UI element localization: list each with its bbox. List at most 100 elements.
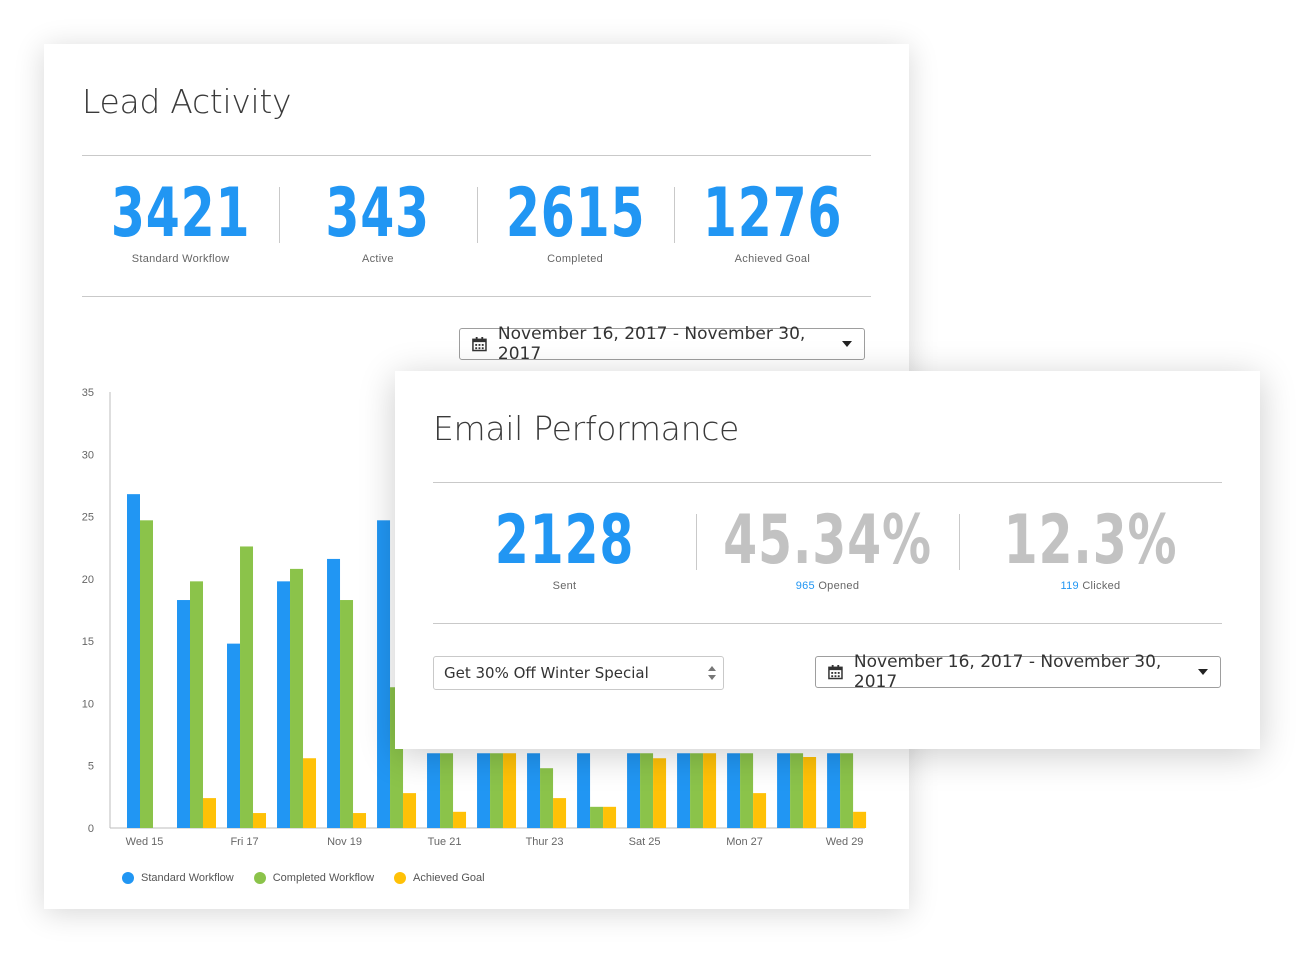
x-tick-label: Mon 27 <box>726 836 763 848</box>
stat-sent: 2128 Sent <box>433 501 696 593</box>
date-range-text: November 16, 2017 - November 30, 2017 <box>853 652 1162 692</box>
email-stats: 2128 Sent 45.34% 965 Opened 12.3% 119 Cl… <box>433 501 1222 593</box>
x-tick-label: Fri 17 <box>230 836 258 848</box>
stat-value: 343 <box>325 174 431 253</box>
chart-bar <box>840 753 854 828</box>
chart-bar <box>803 756 817 828</box>
chart-bar <box>777 753 791 828</box>
chart-bar <box>540 768 554 828</box>
select-arrows-icon <box>708 666 716 680</box>
email-performance-title: Email Performance <box>433 409 740 448</box>
y-tick-label: 10 <box>82 698 94 710</box>
chart-bar <box>203 798 217 828</box>
x-tick-label: Nov 19 <box>327 836 362 848</box>
campaign-select[interactable]: Get 30% Off Winter Special <box>433 656 724 690</box>
chart-bar <box>403 793 417 828</box>
legend-dot <box>122 872 134 884</box>
legend-item-completed-workflow: Completed Workflow <box>253 872 375 884</box>
chart-bar <box>427 753 441 828</box>
y-tick-label: 20 <box>82 574 94 586</box>
chart-bar <box>353 813 367 828</box>
x-tick-label: Thur 23 <box>526 836 564 848</box>
legend-item-standard-workflow: Standard Workflow <box>122 872 234 884</box>
opened-count-link[interactable]: 965 <box>795 580 815 592</box>
chart-bar <box>177 600 191 828</box>
lead-stats: 3421 Standard Workflow 343 Active 2615 C… <box>82 174 871 266</box>
y-tick-label: 35 <box>82 387 94 399</box>
chart-bar <box>277 581 291 828</box>
email-performance-card: Email Performance 2128 Sent 45.34% 965 O… <box>395 371 1260 749</box>
x-tick-label: Wed 15 <box>126 836 164 848</box>
chart-bar <box>527 753 541 828</box>
chart-bar <box>140 520 153 828</box>
x-tick-label: Sat 25 <box>629 836 661 848</box>
legend-label: Standard Workflow <box>141 872 234 884</box>
stat-label: Completed <box>547 253 604 265</box>
chart-bar <box>440 753 454 828</box>
chart-bar <box>190 581 204 828</box>
stat-label: 119 Clicked <box>959 580 1222 592</box>
chart-bar <box>853 811 867 828</box>
divider <box>82 296 871 297</box>
chart-bar <box>553 798 567 828</box>
chart-bar <box>690 753 704 828</box>
stat-label: Achieved Goal <box>734 253 811 265</box>
chart-bar <box>640 753 654 828</box>
legend-dot <box>253 872 266 884</box>
chart-bar <box>503 753 517 828</box>
stat-clicked: 12.3% 119 Clicked <box>959 504 1222 592</box>
chevron-down-icon <box>1198 669 1208 675</box>
divider <box>433 623 1222 624</box>
stat-active: 343 Active <box>279 177 476 265</box>
x-tick-label: Tue 21 <box>428 836 462 848</box>
chart-bar <box>627 753 641 828</box>
lead-activity-title: Lead Activity <box>82 82 292 121</box>
chart-bar <box>727 753 741 828</box>
chart-bar <box>490 753 504 828</box>
legend-label: Completed Workflow <box>272 872 375 884</box>
date-range-text: November 16, 2017 - November 30, 2017 <box>497 324 806 364</box>
chart-bar <box>327 558 341 828</box>
chart-bar <box>477 753 491 828</box>
stat-label: Active <box>361 253 394 265</box>
lead-date-range-button[interactable]: November 16, 2017 - November 30, 2017 <box>459 324 865 364</box>
chart-bar <box>703 753 717 828</box>
campaign-select-value: Get 30% Off Winter Special <box>444 664 649 682</box>
chart-bar <box>240 546 254 828</box>
y-tick-label: 30 <box>82 449 94 461</box>
chart-bar <box>790 753 804 828</box>
legend-item-achieved-goal: Achieved Goal <box>394 872 485 884</box>
calendar-icon <box>472 337 487 352</box>
chart-bar <box>340 600 354 828</box>
opened-label: Opened <box>818 580 860 592</box>
stat-value: 2615 <box>505 174 645 253</box>
stat-achieved-goal: 1276 Achieved Goal <box>673 177 871 265</box>
chart-bar <box>290 568 304 828</box>
chart-bar <box>453 811 467 828</box>
stat-completed: 2615 Completed <box>476 174 674 265</box>
stat-label: 965 Opened <box>696 580 959 592</box>
clicked-count-link[interactable]: 119 <box>1060 580 1079 592</box>
y-tick-label: 15 <box>82 636 94 648</box>
chart-bar <box>577 753 591 828</box>
email-date-range-button[interactable]: November 16, 2017 - November 30, 2017 <box>815 652 1221 692</box>
calendar-icon <box>828 665 843 680</box>
stat-value: 2128 <box>494 501 635 580</box>
y-tick-label: 5 <box>88 761 94 773</box>
chevron-down-icon <box>842 341 852 347</box>
chart-bar <box>603 806 617 828</box>
chart-bar <box>303 758 317 828</box>
chart-bar <box>677 753 691 828</box>
stat-standard-workflow: 3421 Standard Workflow <box>82 177 279 266</box>
divider <box>433 482 1222 483</box>
chart-bar <box>653 758 667 828</box>
legend-label: Achieved Goal <box>413 872 485 884</box>
stat-value: 12.3% <box>1003 501 1178 580</box>
chart-bar <box>740 753 754 828</box>
y-tick-label: 0 <box>88 823 94 835</box>
chart-bar <box>377 520 391 828</box>
legend-dot <box>394 872 407 884</box>
chart-bar <box>253 813 267 828</box>
clicked-label: Clicked <box>1082 580 1121 592</box>
chart-bar <box>127 494 140 828</box>
